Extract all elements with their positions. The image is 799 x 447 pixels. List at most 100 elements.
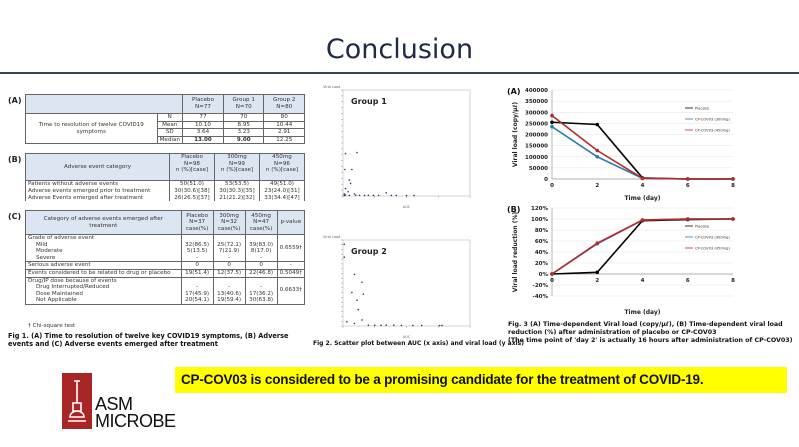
cell-line: n (%)[case] bbox=[175, 167, 209, 174]
y-tick-label: 100000 bbox=[525, 155, 548, 161]
table-cell: 30(30.6)[38] bbox=[169, 187, 215, 195]
cell-line: Grade of adverse event bbox=[28, 235, 95, 241]
asm-microbe-logo: ASM MICROBE bbox=[95, 395, 176, 431]
table-row: Mean 10.10 8.95 10.44 bbox=[26, 120, 305, 130]
data-point bbox=[595, 270, 600, 275]
cell-line: Drug Interrupted/Reduced bbox=[36, 284, 110, 291]
data-point bbox=[358, 194, 361, 197]
legend-entry: Placebo bbox=[695, 106, 709, 110]
cell-line: - bbox=[260, 284, 263, 291]
legend-entry: Placebo bbox=[695, 224, 709, 228]
cell-line bbox=[216, 235, 243, 242]
table-cell: 450mg N=96 n (%)[case] bbox=[259, 152, 305, 182]
data-point bbox=[363, 194, 366, 197]
table-cell: 8.95 bbox=[222, 120, 265, 130]
cell-line: - bbox=[260, 254, 263, 261]
y-tick-label: 0 bbox=[544, 177, 548, 183]
table-a-label: (A) bbox=[8, 96, 22, 105]
table-row: Category of adverse events emerged after… bbox=[25, 210, 306, 235]
cell-line bbox=[184, 278, 211, 285]
x-axis-label: Time (day) bbox=[624, 195, 660, 202]
table-cell: Group 1 N=70 bbox=[222, 94, 265, 114]
data-point bbox=[731, 177, 735, 181]
table-cell: 12(37.5) bbox=[212, 268, 246, 278]
table-cell: Grade of adverse event Mild Moderate Severe bbox=[25, 233, 182, 263]
x-tick-label: 4 bbox=[641, 278, 645, 284]
data-point bbox=[595, 148, 600, 153]
table-cell: 450mg N=47 case(%) bbox=[244, 210, 278, 235]
chart-title: Group 2 bbox=[351, 247, 387, 256]
y-axis-label: Viral Load bbox=[323, 85, 340, 89]
y-tick-label: 50000 bbox=[529, 166, 548, 172]
cell-line: - bbox=[196, 254, 199, 261]
data-point bbox=[356, 151, 358, 154]
data-point bbox=[420, 324, 423, 327]
data-point bbox=[343, 193, 346, 195]
cell-line: 32(86.5) bbox=[185, 241, 210, 248]
table-cell: 0.6633† bbox=[276, 276, 306, 305]
data-point bbox=[343, 256, 346, 258]
data-point bbox=[344, 168, 346, 171]
legend-entry: CP-COV03 (450mg) bbox=[695, 128, 730, 132]
cell-line: 17(36.2) bbox=[249, 290, 274, 297]
table-cell: 53(53.5) bbox=[214, 180, 260, 188]
data-point bbox=[344, 187, 347, 190]
data-point bbox=[353, 322, 356, 325]
cell-line: Events considered to be related to drug … bbox=[28, 269, 171, 276]
y-tick-label: 40% bbox=[535, 250, 549, 256]
table-cell: Placebo N=98 n (%)[case] bbox=[169, 152, 215, 182]
data-point bbox=[393, 324, 395, 327]
data-point bbox=[640, 176, 645, 181]
data-point bbox=[367, 194, 370, 197]
legend-entry: CP-COV03 (300mg) bbox=[695, 117, 730, 121]
data-point bbox=[351, 291, 353, 294]
fig3-caption: Fig. 3 (A) Time-dependent Viral load (co… bbox=[508, 321, 793, 345]
cell-line: 300mg bbox=[219, 212, 239, 219]
cell-line: Not Applicable bbox=[36, 297, 77, 304]
legend-entry: CP-COV03 (300mg) bbox=[695, 235, 730, 239]
table-cell: - bbox=[276, 261, 306, 270]
logo-line: MICROBE bbox=[95, 411, 176, 431]
table-cell: Group 2 N=80 bbox=[263, 94, 305, 114]
y-tick-label: 20% bbox=[535, 261, 549, 267]
data-point bbox=[385, 192, 387, 194]
table-cell: Placebo N=37 case(%) bbox=[180, 210, 214, 235]
data-point bbox=[351, 168, 353, 171]
table-row: Median 13.00 9.00 12.25 bbox=[26, 135, 305, 145]
y-tick-label: 150000 bbox=[525, 144, 548, 150]
cell-line: Placebo bbox=[181, 154, 203, 160]
y-tick-label: 120% bbox=[531, 206, 548, 212]
fig2-caption: Fig 2. Scatter plot between AUC (x axis)… bbox=[313, 340, 524, 347]
table-cell: Serious adverse event bbox=[25, 261, 182, 270]
y-tick-label: 200000 bbox=[525, 133, 548, 139]
data-point bbox=[400, 324, 403, 327]
data-point bbox=[550, 113, 554, 118]
cell-line: Drug/IP dose because of events bbox=[28, 277, 117, 284]
table-cell: 26(26.5)[37] bbox=[169, 194, 215, 202]
cell-line: case(%) bbox=[249, 225, 273, 232]
cell-line bbox=[248, 278, 275, 285]
table-b-label: (B) bbox=[8, 155, 22, 164]
table-a: Placebo N=77 Group 1 N=70 Group 2 N=80 Time… bbox=[25, 94, 305, 145]
table-cell bbox=[25, 94, 183, 114]
y-tick-label: 250000 bbox=[525, 121, 548, 127]
table-cell: -17(36.2) 30(63.8) bbox=[244, 276, 278, 305]
data-point bbox=[550, 272, 554, 276]
data-point bbox=[356, 299, 358, 301]
x-tick-label: 6 bbox=[686, 183, 690, 189]
y-tick-label: -40% bbox=[533, 294, 549, 300]
viral-reduction-chart: (B) -40% -20% 0% 20% 40% 60% 80% 100% 120% 0 2 4 6 8 Ti… bbox=[507, 205, 735, 316]
table-cell: Adverse event category bbox=[25, 152, 170, 182]
data-point bbox=[344, 152, 347, 155]
data-point bbox=[343, 194, 346, 197]
table-c-footnote: † Chi-square test bbox=[28, 323, 76, 329]
data-point bbox=[640, 218, 645, 222]
table-cell: 39(83.0) 8(17.0) - bbox=[244, 233, 278, 263]
table-row: Events considered to be related to drug … bbox=[25, 268, 306, 278]
viral-load-chart: (A) 0 50000 100000 150000 200000 250000 300000 3… bbox=[507, 87, 735, 202]
table-cell: 10.10 bbox=[181, 120, 224, 130]
x-tick-label: 0 bbox=[550, 183, 554, 189]
y-tick-label: -20% bbox=[533, 283, 549, 289]
fig1-caption: Fig 1. (A) Time to resolution of twelve … bbox=[8, 332, 289, 348]
cell-line: 5(13.5) bbox=[186, 248, 208, 255]
